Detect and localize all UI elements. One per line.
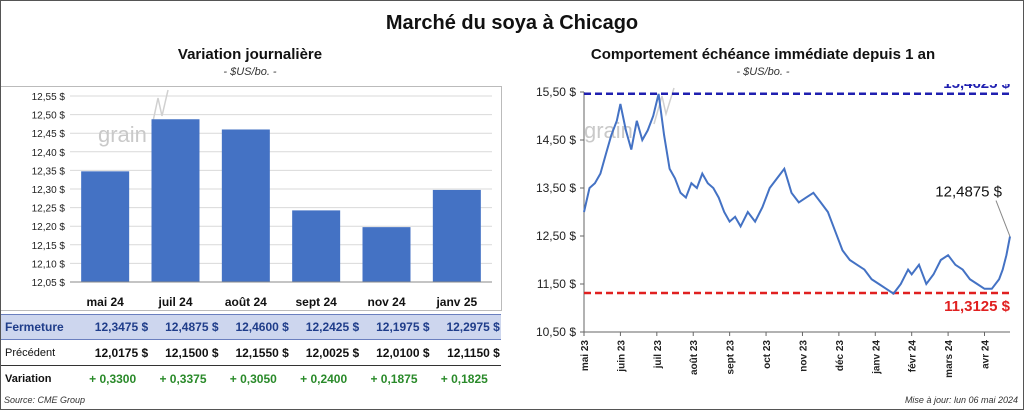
bar-y-tick-label: 12,55 $ [32, 92, 66, 103]
close-row-label: Fermeture [5, 320, 64, 334]
bar [292, 210, 341, 282]
bar [81, 171, 130, 282]
low-label: 11,3125 $ [944, 298, 1011, 315]
close-row-cell: 12,2425 $ [305, 320, 360, 334]
line-x-tick-label: mars 24 [944, 340, 955, 378]
variation-row-cell: + 0,3050 [229, 372, 277, 386]
variation-row-cell: + 0,3375 [159, 372, 207, 386]
bar-x-tick-label: nov 24 [367, 295, 405, 309]
bar-y-tick-label: 12,05 $ [32, 278, 66, 289]
line-chart: 10,50 $ 11,50 $ 12,50 $ 13,50 $ 14,50 $ 15,50… [536, 84, 1011, 378]
variation-row-cell: + 0,1875 [370, 372, 418, 386]
variation-row-cell: + 0,1825 [440, 372, 488, 386]
left-chart-unit: - $US/bo. - [223, 66, 277, 78]
line-y-tick-label: 12,50 $ [536, 229, 576, 243]
high-label: 15,4625 $ [943, 84, 1010, 92]
line-x-tick-label: août 23 [689, 340, 700, 375]
bar-y-tick-label: 12,35 $ [32, 166, 66, 177]
previous-row: Précédent 12,0175 $ 12,1500 $ 12,1550 $ 12,… [1, 341, 501, 366]
price-line [583, 93, 1011, 295]
bar-y-tick-label: 12,20 $ [32, 222, 66, 233]
bar [432, 189, 481, 282]
left-chart-title: Variation journalière [177, 46, 323, 63]
line-x-tick-label: nov 23 [798, 340, 809, 372]
close-row-cell: 12,2975 $ [446, 320, 500, 334]
right-chart-unit: - $US/bo. - [736, 66, 790, 78]
variation-row: Variation + 0,3300 + 0,3375 + 0,3050 + 0,24… [1, 367, 501, 391]
close-row-cell: 12,4875 $ [165, 320, 219, 334]
last-value-label: 12,4875 $ [935, 184, 1002, 201]
bar [362, 227, 411, 282]
previous-row-cell: 12,0175 $ [94, 346, 149, 360]
line-y-tick-label: 15,50 $ [536, 85, 576, 99]
line-watermark-mark [653, 87, 675, 125]
bar-y-tick-label: 12,15 $ [32, 241, 66, 252]
close-row-cell: 12,3475 $ [94, 320, 149, 334]
left-chart-area [1, 86, 502, 311]
line-x-tick-label: juin 23 [616, 340, 627, 373]
bar-watermark-mark [151, 89, 169, 127]
line-x-tick-label: janv 24 [871, 340, 882, 375]
close-row: Fermeture 12,3475 $ 12,4875 $ 12,4600 $ 12,… [1, 314, 501, 340]
bar-x-tick-label: juil 24 [157, 295, 192, 309]
previous-row-cell: 12,1550 $ [235, 346, 289, 360]
line-x-tick-label: avr 24 [981, 340, 992, 369]
source-note: Source: CME Group [4, 395, 86, 405]
bar-x-tick-label: sept 24 [295, 295, 337, 309]
previous-row-cell: 12,0100 $ [376, 346, 430, 360]
variation-row-cell: + 0,3300 [89, 372, 137, 386]
line-x-tick-label: févr 24 [908, 340, 919, 373]
close-row-cell: 12,4600 $ [235, 320, 289, 334]
previous-row-label: Précédent [5, 347, 56, 359]
bar [221, 129, 270, 282]
bar-y-tick-label: 12,45 $ [32, 129, 66, 140]
last-value-leader [995, 200, 1011, 237]
previous-row-cell: 12,1500 $ [165, 346, 219, 360]
bar-y-tick-label: 12,25 $ [32, 204, 66, 215]
line-x-tick-label: oct 23 [762, 340, 773, 369]
bar-x-tick-label: janv 25 [435, 295, 477, 309]
updated-note: Mise à jour: lun 06 mai 2024 [904, 395, 1018, 405]
variation-row-cell: + 0,2400 [300, 372, 348, 386]
bar-y-tick-label: 12,10 $ [32, 259, 66, 270]
bar-y-tick-label: 12,50 $ [32, 111, 66, 122]
line-y-tick-label: 13,50 $ [536, 181, 576, 195]
previous-row-cell: 12,1150 $ [447, 346, 500, 360]
main-title: Marché du soya à Chicago [385, 12, 639, 34]
bar-y-tick-label: 12,30 $ [32, 185, 66, 196]
line-x-tick-label: mai 23 [580, 340, 591, 372]
bar-chart: 12,05 $ 12,10 $ 12,15 $ 12,20 $ 12,25 $ 12,30… [32, 89, 492, 309]
right-chart-title: Comportement échéance immédiate depuis 1… [590, 46, 936, 63]
bar-x-tick-label: août 24 [225, 295, 267, 309]
line-y-tick-label: 11,50 $ [537, 277, 576, 291]
variation-row-label: Variation [5, 373, 52, 385]
bar-watermark: grain [98, 122, 147, 147]
bar-x-tick-label: mai 24 [86, 295, 124, 309]
line-y-tick-label: 14,50 $ [536, 133, 576, 147]
line-y-tick-label: 10,50 $ [536, 325, 576, 339]
bar-y-tick-label: 12,40 $ [32, 148, 66, 159]
line-x-tick-label: sept 23 [726, 340, 737, 375]
bar [151, 119, 200, 282]
close-row-cell: 12,1975 $ [376, 320, 430, 334]
line-x-tick-label: juil 23 [653, 340, 664, 370]
previous-row-cell: 12,0025 $ [305, 346, 360, 360]
line-x-tick-label: déc 23 [835, 340, 846, 372]
